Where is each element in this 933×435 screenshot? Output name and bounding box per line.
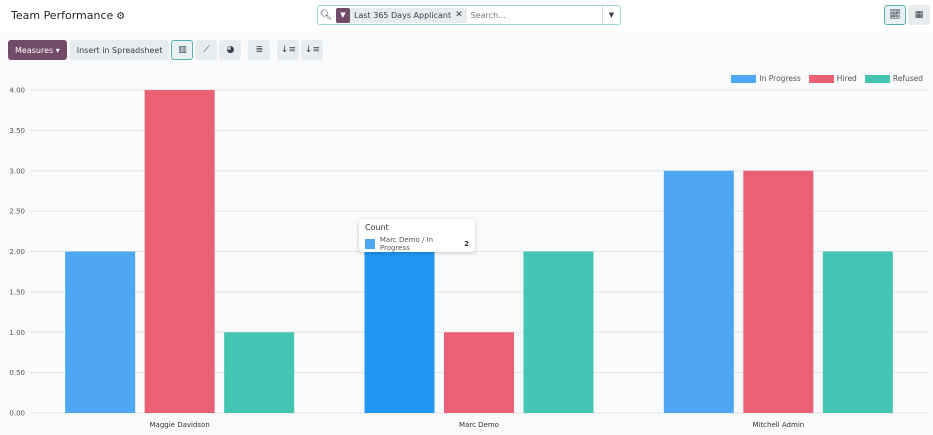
insert-spreadsheet-button[interactable]: Insert in Spreadsheet (69, 40, 170, 60)
bar[interactable] (65, 251, 136, 414)
y-tick-label: 3.50 (9, 127, 25, 135)
bar[interactable] (822, 251, 893, 414)
y-tick-label: 2.00 (9, 248, 25, 256)
sort-ascending-button[interactable]: ↓≡ (301, 40, 324, 60)
bar[interactable] (144, 90, 215, 413)
search-icon: 🔍︎ (319, 9, 333, 21)
gear-icon[interactable]: ⚙ (116, 11, 126, 22)
control-panel: Team Performance ⚙ 🔍︎ ▼ Last 365 Days App… (0, 0, 933, 33)
legend-item[interactable]: Hired (808, 74, 857, 83)
title-text: Team Performance (11, 9, 114, 22)
bar[interactable] (523, 251, 594, 414)
chart-legend: In Progress Hired Refused (731, 74, 923, 83)
bar-chart-button[interactable]: ▥ (171, 40, 194, 60)
bar[interactable] (364, 251, 435, 414)
bar[interactable] (663, 170, 734, 413)
pivot-view-button[interactable]: ▦ (908, 5, 930, 25)
page-title: Team Performance ⚙ (11, 9, 125, 22)
x-tick-label: Mitchell Admin (752, 421, 804, 429)
bar[interactable] (444, 332, 514, 413)
pie-chart-button[interactable]: ◕ (219, 40, 242, 60)
measures-label: Measures (15, 45, 54, 55)
measures-button[interactable]: Measures ▾ (8, 40, 67, 60)
tooltip-label: Marc Demo / In Progress (379, 236, 434, 252)
x-tick-label: Maggie Davidson (150, 421, 210, 429)
graph-view-button[interactable]: 📈︎ (884, 5, 906, 25)
tooltip-value: 2 (464, 240, 469, 248)
bar[interactable] (743, 170, 814, 413)
stacked-button[interactable]: ≣ (248, 40, 271, 60)
tooltip-swatch (365, 239, 375, 249)
filter-facet: ▼ Last 365 Days Applicant ✕ (336, 7, 467, 23)
sort-descending-button[interactable]: ↓≡ (277, 40, 300, 60)
y-tick-label: 0.00 (9, 410, 25, 418)
facet-label: Last 365 Days Applicant (354, 10, 452, 20)
remove-facet-icon[interactable]: ✕ (455, 10, 463, 20)
legend-item[interactable]: Refused (864, 74, 923, 83)
y-tick-label: 3.00 (9, 167, 25, 175)
line-chart-button[interactable]: ⟋ (195, 40, 218, 60)
legend-item[interactable]: In Progress (731, 74, 801, 83)
chart-tooltip: Count Marc Demo / In Progress 2 (359, 219, 475, 252)
tooltip-title: Count (365, 223, 389, 232)
y-tick-label: 2.50 (9, 208, 25, 216)
y-tick-label: 1.00 (9, 329, 25, 337)
y-tick-label: 4.00 (9, 87, 25, 95)
bar[interactable] (224, 332, 295, 413)
search-options-toggle[interactable]: ▼ (602, 6, 620, 24)
y-tick-label: 1.50 (9, 288, 25, 296)
search-input[interactable] (470, 10, 602, 20)
filter-icon: ▼ (336, 7, 350, 23)
search-bar[interactable]: 🔍︎ ▼ Last 365 Days Applicant ✕ ▼ (317, 5, 621, 25)
graph-toolbar: Measures ▾ Insert in Spreadsheet ▥ ⟋ ◕ ≣… (8, 40, 324, 60)
x-tick-label: Marc Demo (459, 421, 499, 429)
y-tick-label: 0.50 (9, 369, 25, 377)
